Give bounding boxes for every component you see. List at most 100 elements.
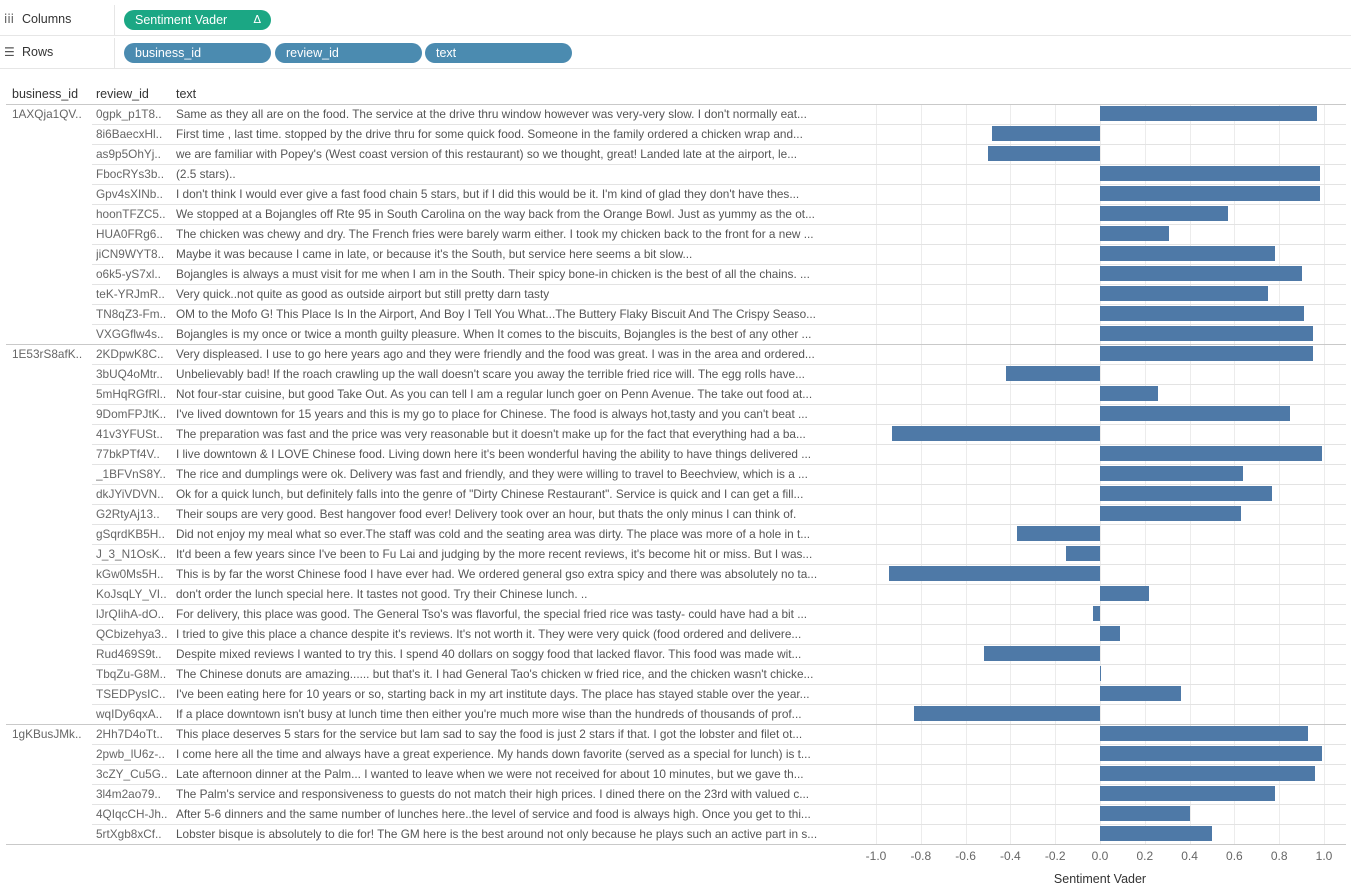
sentiment-bar[interactable] (1100, 186, 1320, 201)
sentiment-bar[interactable] (1100, 446, 1322, 461)
business-id-cell[interactable]: 1gKBusJMk.. (12, 727, 82, 741)
review-text-cell[interactable]: we are familiar with Popey's (West coast… (176, 147, 798, 161)
review-text-cell[interactable]: Bojangles is always a must visit for me … (176, 267, 810, 281)
business-id-cell[interactable]: 1E53rS8afK.. (12, 347, 83, 361)
review-text-cell[interactable]: If a place downtown isn't busy at lunch … (176, 707, 802, 721)
sentiment-bar[interactable] (983, 646, 1100, 661)
review-id-cell[interactable]: wqIDy6qxA.. (96, 707, 163, 721)
review-text-cell[interactable]: The chicken was chewy and dry. The Frenc… (176, 227, 814, 241)
sentiment-bar[interactable] (1100, 106, 1318, 121)
review-id-cell[interactable]: jiCN9WYT8.. (96, 247, 165, 261)
review-text-cell[interactable]: (2.5 stars).. (176, 167, 236, 181)
sentiment-bar[interactable] (1100, 386, 1159, 401)
review-id-cell[interactable]: as9p5OhYj.. (96, 147, 161, 161)
sentiment-bar[interactable] (1100, 286, 1268, 301)
review-id-cell[interactable]: _1BFVnS8Y.. (96, 467, 166, 481)
sentiment-bar[interactable] (1100, 266, 1302, 281)
sentiment-bar[interactable] (1100, 766, 1316, 781)
review-text-cell[interactable]: I've been eating here for 10 years or so… (176, 687, 810, 701)
header-business-id[interactable]: business_id (12, 87, 79, 101)
sentiment-bar[interactable] (1100, 746, 1322, 761)
review-text-cell[interactable]: The Palm's service and responsiveness to… (176, 787, 810, 801)
sentiment-bar[interactable] (1100, 306, 1304, 321)
review-id-cell[interactable]: G2RtyAj13.. (96, 507, 160, 521)
sentiment-vader-pill[interactable]: Sentiment Vader Δ (124, 10, 271, 30)
review-text-cell[interactable]: Their soups are very good. Best hangover… (176, 507, 797, 521)
sentiment-bar[interactable] (1093, 606, 1100, 621)
header-text[interactable]: text (176, 87, 197, 101)
sentiment-bar[interactable] (1100, 586, 1150, 601)
sentiment-bar[interactable] (1100, 806, 1190, 821)
sentiment-bar[interactable] (1100, 346, 1313, 361)
review-id-cell[interactable]: 4QIqcCH-Jh.. (96, 807, 168, 821)
review-id-cell[interactable]: teK-YRJmR.. (96, 287, 165, 301)
review-text-cell[interactable]: The preparation was fast and the price w… (176, 427, 806, 441)
sentiment-bar[interactable] (1100, 686, 1181, 701)
review-id-cell[interactable]: 8i6BaecxHl.. (96, 127, 163, 141)
review-text-cell[interactable]: Same as they all are on the food. The se… (176, 107, 807, 121)
review-text-cell[interactable]: I live downtown & I LOVE Chinese food. L… (176, 447, 812, 461)
sentiment-bar[interactable] (1100, 466, 1244, 481)
review-text-cell[interactable]: Unbelievably bad! If the roach crawling … (176, 367, 805, 381)
review-text-cell[interactable]: The Chinese donuts are amazing...... but… (176, 667, 814, 681)
review-text-cell[interactable]: It'd been a few years since I've been to… (176, 547, 813, 561)
sentiment-bar[interactable] (1100, 786, 1275, 801)
sentiment-bar[interactable] (1100, 406, 1291, 421)
sentiment-bar[interactable] (1100, 486, 1273, 501)
sentiment-bar[interactable] (1100, 506, 1242, 521)
review-text-cell[interactable]: Late afternoon dinner at the Palm... I w… (176, 767, 804, 781)
review-text-cell[interactable]: Despite mixed reviews I wanted to try th… (176, 647, 802, 661)
business-id-cell[interactable]: 1AXQja1QV.. (12, 107, 82, 121)
review-id-cell[interactable]: dkJYiVDVN.. (96, 487, 164, 501)
review-id-cell[interactable]: 41v3YFUSt.. (96, 427, 163, 441)
review-id-cell[interactable]: TN8qZ3-Fm.. (96, 307, 167, 321)
review-id-cell[interactable]: hoonTFZC5.. (96, 207, 166, 221)
review-text-cell[interactable]: For delivery, this place was good. The G… (176, 607, 808, 621)
sentiment-bar[interactable] (992, 126, 1100, 141)
review-id-cell[interactable]: 2pwb_lU6z-.. (96, 747, 165, 761)
business-id-pill[interactable]: business_id (124, 43, 271, 63)
review-text-cell[interactable]: This is by far the worst Chinese food I … (176, 567, 818, 581)
review-id-cell[interactable]: Gpv4sXINb.. (96, 187, 163, 201)
header-review-id[interactable]: review_id (96, 87, 149, 101)
review-id-cell[interactable]: 9DomFPJtK.. (96, 407, 167, 421)
review-text-cell[interactable]: I tried to give this place a chance desp… (176, 627, 802, 641)
sentiment-bar[interactable] (1100, 206, 1228, 221)
sentiment-bar[interactable] (889, 566, 1100, 581)
review-id-cell[interactable]: 5rtXgb8xCf.. (96, 827, 162, 841)
sentiment-bar[interactable] (914, 706, 1100, 721)
review-text-cell[interactable]: don't order the lunch special here. It t… (176, 587, 588, 601)
sentiment-bar[interactable] (1100, 326, 1313, 341)
sentiment-bar[interactable] (1100, 226, 1170, 241)
review-id-cell[interactable]: gSqrdKB5H.. (96, 527, 165, 541)
review-text-cell[interactable]: This place deserves 5 stars for the serv… (176, 727, 803, 741)
sentiment-bar[interactable] (1100, 726, 1309, 741)
review-text-cell[interactable]: Very quick..not quite as good as outside… (176, 287, 550, 301)
review-id-cell[interactable]: 0gpk_p1T8.. (96, 107, 162, 121)
review-id-cell[interactable]: kGw0Ms5H.. (96, 567, 164, 581)
review-id-cell[interactable]: FbocRYs3b.. (96, 167, 164, 181)
review-id-cell[interactable]: TSEDPysIC.. (96, 687, 166, 701)
review-id-cell[interactable]: QCbizehya3.. (96, 627, 168, 641)
review-id-pill[interactable]: review_id (275, 43, 422, 63)
review-id-cell[interactable]: 3bUQ4oMtr.. (96, 367, 163, 381)
review-id-cell[interactable]: VXGGflw4s.. (96, 327, 164, 341)
review-text-cell[interactable]: The rice and dumplings were ok. Delivery… (176, 467, 808, 481)
sentiment-bar[interactable] (1100, 826, 1212, 841)
review-id-cell[interactable]: TbqZu-G8M.. (96, 667, 167, 681)
review-text-cell[interactable]: Not four-star cuisine, but good Take Out… (176, 387, 813, 401)
sentiment-bar[interactable] (1100, 626, 1121, 641)
review-text-cell[interactable]: We stopped at a Bojangles off Rte 95 in … (176, 207, 815, 221)
sentiment-bar[interactable] (1066, 546, 1100, 561)
review-id-cell[interactable]: HUA0FRg6.. (96, 227, 163, 241)
review-id-cell[interactable]: lJrQIihA-dO.. (96, 607, 165, 621)
review-text-cell[interactable]: Very displeased. I use to go here years … (176, 347, 815, 361)
review-id-cell[interactable]: o6k5-yS7xl.. (96, 267, 161, 281)
review-text-cell[interactable]: Maybe it was because I came in late, or … (176, 247, 693, 261)
review-id-cell[interactable]: KoJsqLY_VI.. (96, 587, 167, 601)
text-pill[interactable]: text (425, 43, 572, 63)
review-text-cell[interactable]: After 5-6 dinners and the same number of… (176, 807, 811, 821)
review-id-cell[interactable]: Rud469S9t.. (96, 647, 162, 661)
review-id-cell[interactable]: J_3_N1OsK.. (96, 547, 167, 561)
review-text-cell[interactable]: Bojangles is my once or twice a month gu… (176, 327, 812, 341)
